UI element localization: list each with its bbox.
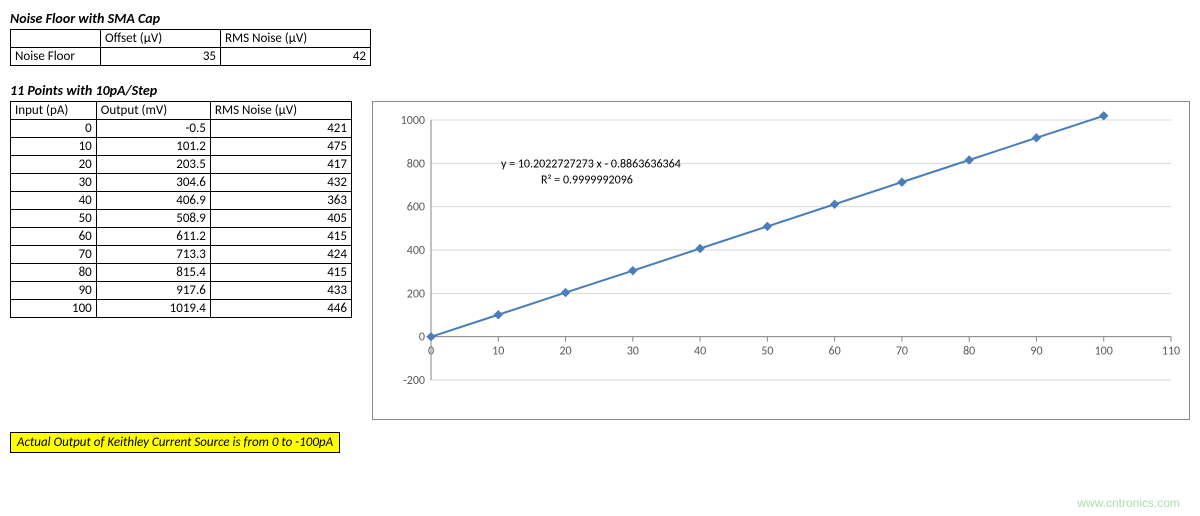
table2-cell: 0	[11, 120, 97, 138]
table2-cell: 70	[11, 246, 97, 264]
svg-text:0: 0	[419, 331, 425, 345]
table2-cell: 60	[11, 228, 97, 246]
table2-cell: 80	[11, 264, 97, 282]
svg-text:200: 200	[407, 287, 425, 301]
table2-cell: -0.5	[96, 120, 210, 138]
table2-cell: 1019.4	[96, 300, 210, 318]
svg-text:70: 70	[896, 345, 908, 359]
table2-cell: 100	[11, 300, 97, 318]
table2-cell: 405	[210, 210, 351, 228]
table2-cell: 30	[11, 174, 97, 192]
table2-cell: 815.4	[96, 264, 210, 282]
svg-text:600: 600	[407, 201, 425, 215]
table1-row-label: Noise Floor	[11, 48, 101, 66]
svg-text:90: 90	[1030, 345, 1042, 359]
svg-text:40: 40	[694, 345, 706, 359]
table2-cell: 424	[210, 246, 351, 264]
section2-title: 11 Points with 10pA/Step	[10, 82, 1190, 99]
table2-cell: 508.9	[96, 210, 210, 228]
table2-cell: 90	[11, 282, 97, 300]
points-table: Input (pA)Output (mV)RMS Noise (µV) 0-0.5…	[10, 101, 352, 318]
table2-cell: 417	[210, 156, 351, 174]
svg-text:50: 50	[761, 345, 773, 359]
svg-text:10: 10	[492, 345, 504, 359]
table1-cell: 42	[221, 48, 371, 66]
table2-cell: 415	[210, 264, 351, 282]
svg-text:110: 110	[1162, 345, 1180, 359]
svg-text:20: 20	[559, 345, 571, 359]
watermark: www.cntronics.com	[1077, 496, 1180, 510]
table2-cell: 611.2	[96, 228, 210, 246]
svg-text:R² = 0.9999992096: R² = 0.9999992096	[541, 173, 633, 187]
table2-cell: 40	[11, 192, 97, 210]
table2-header: Input (pA)	[11, 102, 97, 120]
table2-cell: 406.9	[96, 192, 210, 210]
table2-cell: 363	[210, 192, 351, 210]
table1-header: Offset (µV)	[101, 30, 221, 48]
table2-cell: 713.3	[96, 246, 210, 264]
svg-text:60: 60	[829, 345, 841, 359]
svg-text:30: 30	[627, 345, 639, 359]
svg-text:80: 80	[963, 345, 975, 359]
table2-cell: 432	[210, 174, 351, 192]
table2-cell: 433	[210, 282, 351, 300]
noise-floor-table: Offset (µV)RMS Noise (µV) Noise Floor3542	[10, 29, 371, 66]
svg-text:800: 800	[407, 157, 425, 171]
chart-container: -200020040060080010000102030405060708090…	[372, 101, 1190, 420]
table1-header	[11, 30, 101, 48]
table2-cell: 20	[11, 156, 97, 174]
svg-text:1000: 1000	[401, 114, 425, 128]
line-chart: -200020040060080010000102030405060708090…	[381, 110, 1181, 410]
svg-text:y = 10.2022727273 x - 0.886363: y = 10.2022727273 x - 0.8863636364	[501, 157, 681, 171]
table2-cell: 421	[210, 120, 351, 138]
table2-cell: 203.5	[96, 156, 210, 174]
table2-header: RMS Noise (µV)	[210, 102, 351, 120]
table2-cell: 50	[11, 210, 97, 228]
table2-cell: 101.2	[96, 138, 210, 156]
svg-text:400: 400	[407, 244, 425, 258]
table2-cell: 475	[210, 138, 351, 156]
table2-cell: 917.6	[96, 282, 210, 300]
svg-text:100: 100	[1095, 345, 1113, 359]
table2-cell: 304.6	[96, 174, 210, 192]
table2-header: Output (mV)	[96, 102, 210, 120]
svg-text:-200: -200	[403, 374, 425, 388]
table1-cell: 35	[101, 48, 221, 66]
footnote: Actual Output of Keithley Current Source…	[10, 432, 340, 453]
table2-cell: 415	[210, 228, 351, 246]
table2-cell: 10	[11, 138, 97, 156]
table1-header: RMS Noise (µV)	[221, 30, 371, 48]
table2-cell: 446	[210, 300, 351, 318]
section1-title: Noise Floor with SMA Cap	[10, 10, 1190, 27]
